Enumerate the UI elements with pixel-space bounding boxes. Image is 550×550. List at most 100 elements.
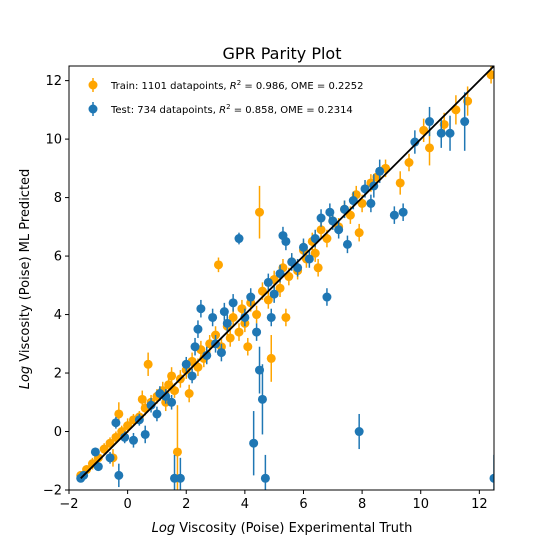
data-point [304, 254, 314, 264]
legend-train-marker [88, 80, 98, 90]
x-tick-label: 2 [182, 497, 190, 512]
data-point [263, 295, 273, 305]
data-point [146, 400, 156, 410]
chart-title: GPR Parity Plot [223, 44, 342, 63]
y-tick-label: 6 [54, 250, 62, 265]
data-point [395, 178, 405, 188]
legend-test-marker [88, 104, 98, 114]
data-point [243, 342, 253, 352]
data-point [366, 198, 376, 208]
data-point [398, 207, 408, 217]
data-point [190, 342, 200, 352]
data-point [425, 143, 435, 153]
data-point [202, 350, 212, 360]
data-point [269, 289, 279, 299]
data-point [249, 438, 259, 448]
data-point [275, 283, 285, 293]
y-tick-label: 10 [45, 133, 62, 148]
data-point [313, 263, 323, 273]
data-point [225, 333, 235, 343]
x-tick-label: −2 [59, 497, 78, 512]
data-point [99, 444, 109, 454]
data-point [137, 394, 147, 404]
legend: Train: 1101 datapoints, R2 = 0.986, OME … [88, 78, 363, 116]
data-point [193, 362, 203, 372]
x-tick-label: 8 [358, 497, 366, 512]
data-point [93, 462, 103, 472]
data-point [348, 196, 358, 206]
data-point [354, 427, 364, 437]
axes: −2 0 2 4 6 8 10 12 −2 0 2 4 6 8 10 12 [43, 74, 488, 512]
data-point [263, 277, 273, 287]
data-point [234, 234, 244, 244]
data-point [111, 418, 121, 428]
plot-frame [68, 65, 495, 491]
data-point [287, 257, 297, 267]
series-test [76, 92, 494, 490]
data-point [184, 389, 194, 399]
y-axis-label: Log Viscosity (Poise) ML Predicted [18, 169, 33, 390]
data-point [316, 213, 326, 223]
data-point [114, 470, 124, 480]
data-point [164, 380, 174, 390]
data-point [161, 391, 171, 401]
data-point [246, 292, 256, 302]
data-point [354, 228, 364, 238]
data-point [255, 365, 265, 375]
data-point [255, 207, 265, 217]
data-point [375, 166, 385, 176]
x-tick-label: 6 [299, 497, 307, 512]
x-tick-label: 10 [412, 497, 429, 512]
data-point [120, 432, 130, 442]
legend-train-label: Train: 1101 datapoints, R2 = 0.986, OME … [110, 79, 363, 92]
legend-item-train: Train: 1101 datapoints, R2 = 0.986, OME … [88, 78, 363, 92]
data-point [111, 432, 121, 442]
y-tick-label: 2 [54, 367, 62, 382]
data-point [325, 207, 335, 217]
data-point [140, 429, 150, 439]
y-tick-label: 8 [54, 191, 62, 206]
data-point [328, 216, 338, 226]
data-point [334, 225, 344, 235]
data-point [143, 359, 153, 369]
data-point [322, 292, 332, 302]
data-point [293, 263, 303, 273]
data-point [436, 128, 446, 138]
data-point [281, 312, 291, 322]
data-point [128, 435, 138, 445]
data-point [266, 353, 276, 363]
data-point [257, 394, 267, 404]
data-point [193, 324, 203, 334]
data-point [266, 312, 276, 322]
data-point [123, 421, 133, 431]
data-point [181, 359, 191, 369]
data-point [167, 371, 177, 381]
data-point [90, 447, 100, 457]
data-point [240, 312, 250, 322]
x-tick-label: 4 [241, 497, 249, 512]
data-point [278, 231, 288, 241]
data-point [322, 234, 332, 244]
data-point [172, 447, 182, 457]
data-point [187, 371, 197, 381]
data-point [404, 157, 414, 167]
data-point [208, 312, 218, 322]
data-point [252, 327, 262, 337]
data-point [310, 248, 320, 258]
data-point [105, 453, 115, 463]
data-point [222, 318, 232, 328]
data-point [170, 386, 180, 396]
data-point [460, 117, 470, 127]
data-point [175, 473, 185, 483]
legend-item-test: Test: 734 datapoints, R2 = 0.858, OME = … [88, 102, 353, 116]
x-tick-label: 12 [471, 497, 488, 512]
data-point [152, 409, 162, 419]
data-point [228, 312, 238, 322]
series-train [76, 66, 494, 490]
data-point [275, 269, 285, 279]
y-tick-label: 4 [54, 308, 62, 323]
data-point [340, 204, 350, 214]
data-point [310, 234, 320, 244]
x-tick-label: 0 [123, 497, 131, 512]
